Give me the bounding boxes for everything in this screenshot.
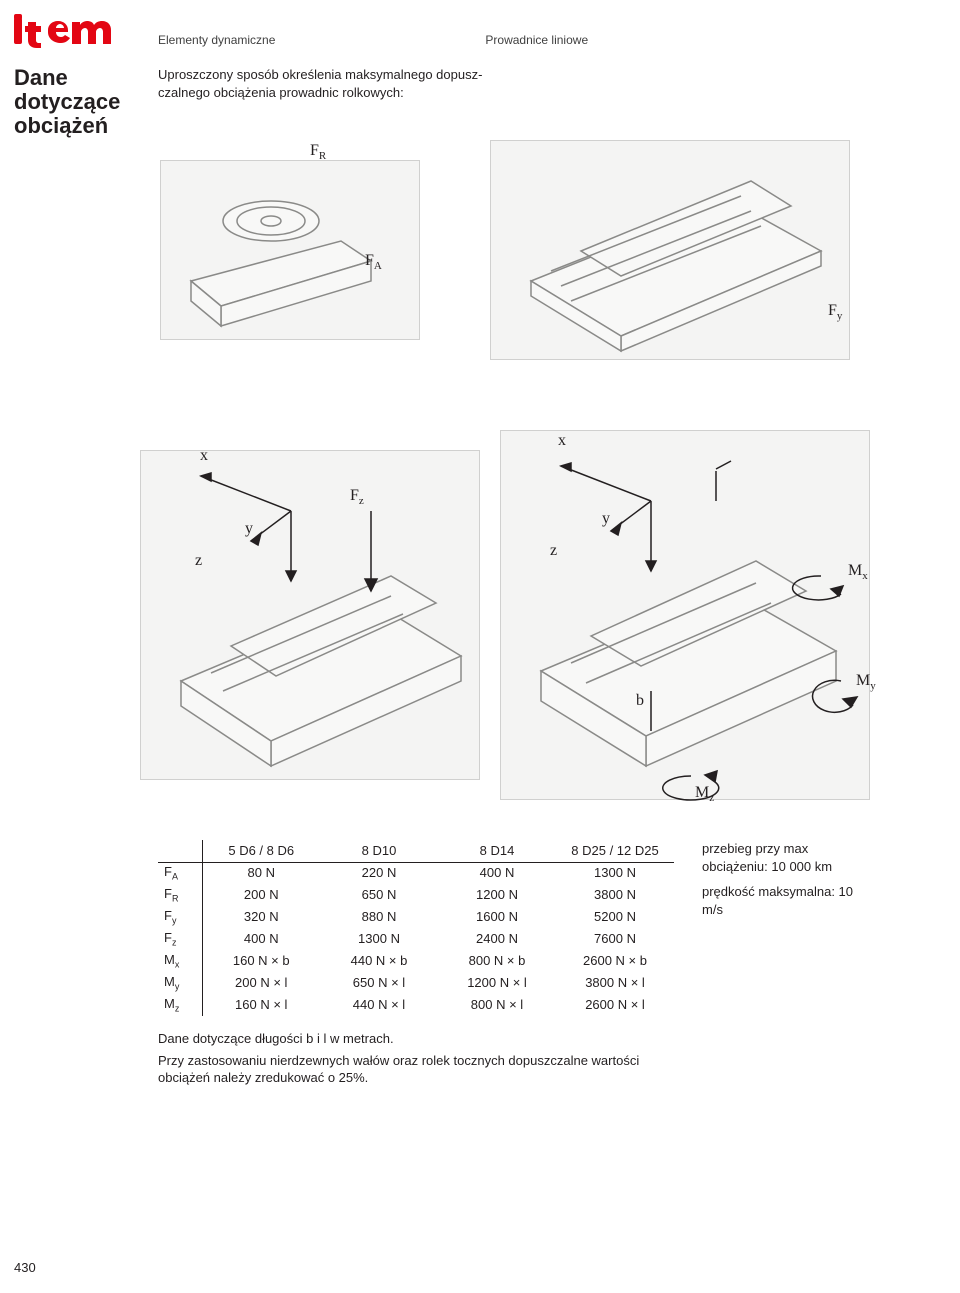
label-x1: x (200, 445, 208, 467)
label-fz: Fz (350, 485, 364, 509)
table-cell: 1200 N × l (438, 972, 556, 994)
table-cell: 3800 N (556, 884, 674, 906)
table-cell: 2600 N × b (556, 950, 674, 972)
page-number: 430 (14, 1259, 36, 1277)
table-cell: 650 N (320, 884, 438, 906)
table-cell: 1600 N (438, 906, 556, 928)
table-row: Mx160 N × b440 N × b800 N × b2600 N × b (158, 950, 674, 972)
row-head: Fz (158, 928, 202, 950)
footnotes: Dane dotyczące długości b i l w metrach.… (158, 1030, 678, 1091)
th-c4: 8 D25 / 12 D25 (556, 840, 674, 862)
table-cell: 800 N × l (438, 994, 556, 1016)
table-cell: 200 N (202, 884, 320, 906)
table-row: Fz400 N1300 N2400 N7600 N (158, 928, 674, 950)
label-y1: y (245, 518, 253, 540)
table-row: Mz160 N × l440 N × l800 N × l2600 N × l (158, 994, 674, 1016)
table-cell: 80 N (202, 862, 320, 884)
diagram-area: FR FA Fy (140, 130, 860, 820)
table-cell: 400 N (202, 928, 320, 950)
table-cell: 880 N (320, 906, 438, 928)
header-categories: Elementy dynamiczne Prowadnice liniowe (158, 32, 588, 48)
table-header-row: 5 D6 / 8 D6 8 D10 8 D14 8 D25 / 12 D25 (158, 840, 674, 862)
intro-line1: Uproszczony sposób określenia maksymalne… (158, 67, 482, 82)
intro-text: Uproszczony sposób określenia maksymalne… (158, 66, 482, 101)
row-head: Mz (158, 994, 202, 1016)
table-cell: 3800 N × l (556, 972, 674, 994)
diagram-linear-fz (140, 450, 480, 780)
table-row: FR200 N650 N1200 N3800 N (158, 884, 674, 906)
title-line1: Dane dotyczące (14, 65, 120, 114)
table-cell: 440 N × l (320, 994, 438, 1016)
side-note-2: prędkość maksymalna: 10 m/s (702, 883, 872, 918)
row-head: Fy (158, 906, 202, 928)
row-head: Mx (158, 950, 202, 972)
table-cell: 7600 N (556, 928, 674, 950)
label-my: My (856, 670, 876, 694)
label-z1: z (195, 550, 202, 572)
th-c3: 8 D14 (438, 840, 556, 862)
label-fa: FA (365, 250, 382, 274)
table-cell: 650 N × l (320, 972, 438, 994)
table-cell: 1300 N (556, 862, 674, 884)
table-cell: 5200 N (556, 906, 674, 928)
table-cell: 440 N × b (320, 950, 438, 972)
side-notes: przebieg przy max obciążeniu: 10 000 km … (702, 840, 872, 926)
title-line2: obciążeń (14, 113, 108, 138)
table-row: FA80 N220 N400 N1300 N (158, 862, 674, 884)
brand-logo (14, 14, 134, 48)
label-x2: x (558, 430, 566, 452)
table-cell: 200 N × l (202, 972, 320, 994)
table-cell: 1300 N (320, 928, 438, 950)
row-head: FA (158, 862, 202, 884)
label-mx: Mx (848, 560, 868, 584)
label-z2: z (550, 540, 557, 562)
label-y2: y (602, 508, 610, 530)
table-cell: 400 N (438, 862, 556, 884)
footnote-2: Przy zastosowaniu nierdzewnych wałów ora… (158, 1052, 678, 1087)
row-head: My (158, 972, 202, 994)
footnote-1: Dane dotyczące długości b i l w metrach. (158, 1030, 678, 1048)
table-cell: 2600 N × l (556, 994, 674, 1016)
table-cell: 160 N × l (202, 994, 320, 1016)
table-cell: 2400 N (438, 928, 556, 950)
page-title: Dane dotyczące obciążeń (14, 66, 144, 139)
diagram-linear-fy (490, 140, 850, 360)
table-row: My200 N × l650 N × l1200 N × l3800 N × l (158, 972, 674, 994)
label-fr: FR (310, 140, 326, 164)
header-category-1: Elementy dynamiczne (158, 32, 275, 48)
header-category-2: Prowadnice liniowe (485, 32, 588, 48)
label-fy: Fy (828, 300, 842, 324)
diagram-linear-moments (500, 430, 870, 800)
load-table: 5 D6 / 8 D6 8 D10 8 D14 8 D25 / 12 D25 F… (158, 840, 674, 1016)
table-row: Fy320 N880 N1600 N5200 N (158, 906, 674, 928)
row-head: FR (158, 884, 202, 906)
label-mz: Mz (695, 782, 714, 806)
table-cell: 160 N × b (202, 950, 320, 972)
th-blank (158, 840, 202, 862)
table-cell: 220 N (320, 862, 438, 884)
table-cell: 1200 N (438, 884, 556, 906)
table-cell: 320 N (202, 906, 320, 928)
th-c2: 8 D10 (320, 840, 438, 862)
intro-line2: czalnego obciążenia prowadnic rolkowych: (158, 85, 404, 100)
th-c1: 5 D6 / 8 D6 (202, 840, 320, 862)
table-cell: 800 N × b (438, 950, 556, 972)
side-note-1: przebieg przy max obciążeniu: 10 000 km (702, 840, 872, 875)
label-b: b (636, 690, 644, 712)
